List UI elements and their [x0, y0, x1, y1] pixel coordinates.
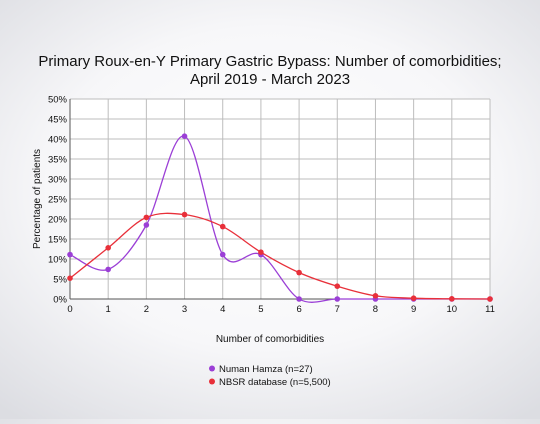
data-point-nbsr-database	[487, 296, 493, 302]
x-tick-label: 2	[144, 304, 149, 315]
data-point-nbsr-database	[410, 295, 417, 302]
gridlines	[69, 98, 491, 300]
data-point-nbsr-database	[334, 283, 341, 290]
data-point-numan-hamza	[143, 222, 150, 228]
data-point-nbsr-database	[258, 249, 264, 255]
x-tick-label: 11	[485, 304, 495, 315]
x-tick-label: 3	[182, 304, 187, 315]
data-point-numan-hamza	[334, 296, 341, 302]
x-tick-label: 9	[411, 304, 416, 315]
chart-title-line1: Primary Roux-en-Y Primary Gastric Bypass…	[38, 53, 501, 70]
data-point-nbsr-database	[143, 214, 150, 221]
chart-title-line2: April 2019 - March 2023	[190, 71, 350, 88]
data-point-nbsr-database	[449, 296, 455, 302]
x-tick-label: 7	[335, 304, 340, 315]
legend-marker-nbsr-database	[209, 378, 215, 385]
x-tick-label: 5	[258, 304, 263, 315]
legend-label-nbsr-database: NBSR database (n=5,500)	[219, 377, 331, 388]
y-axis-label: Percentage of patients	[32, 149, 43, 249]
data-point-nbsr-database	[372, 293, 379, 299]
legend-marker-numan-hamza	[209, 365, 215, 372]
data-point-nbsr-database	[105, 245, 111, 251]
y-tick-label: 15%	[48, 235, 68, 246]
data-point-numan-hamza	[296, 296, 302, 302]
data-point-nbsr-database	[219, 223, 226, 230]
y-tick-label: 45%	[48, 115, 68, 126]
x-tick-label: 6	[296, 304, 301, 315]
y-tick-label: 50%	[48, 95, 68, 106]
x-tick-label: 1	[106, 304, 111, 315]
data-point-nbsr-database	[296, 269, 302, 276]
legend: Numan Hamza (n=27) NBSR database (n=5,500…	[209, 364, 331, 388]
data-point-nbsr-database	[181, 211, 188, 218]
x-axis-label: Number of comorbidities	[216, 334, 324, 345]
x-tick-label: 10	[447, 304, 458, 315]
y-tick-label: 30%	[48, 175, 68, 186]
y-tick-label: 0%	[53, 295, 67, 306]
data-point-numan-hamza	[219, 251, 226, 258]
data-point-numan-hamza	[105, 266, 111, 273]
y-tick-label: 25%	[48, 195, 68, 206]
series	[67, 133, 493, 303]
data-point-nbsr-database	[67, 275, 73, 282]
y-tick-label: 20%	[48, 215, 68, 226]
axes: 0% 5% 10% 15% 20% 25% 30% 35% 40% 45% 50% 0 1 2 3 4 5 6 7 8…	[48, 95, 495, 316]
x-tick-label: 4	[220, 304, 225, 315]
legend-label-numan-hamza: Numan Hamza (n=27)	[219, 364, 313, 375]
y-tick-label: 40%	[48, 135, 68, 146]
series-line-nbsr-database	[69, 212, 491, 300]
x-tick-label: 8	[373, 304, 378, 315]
data-point-numan-hamza	[181, 133, 188, 139]
y-tick-label: 10%	[48, 255, 68, 266]
y-tick-label: 35%	[48, 155, 68, 166]
y-tick-label: 5%	[53, 275, 67, 286]
data-point-numan-hamza	[67, 251, 73, 258]
x-tick-label: 0	[67, 304, 72, 315]
